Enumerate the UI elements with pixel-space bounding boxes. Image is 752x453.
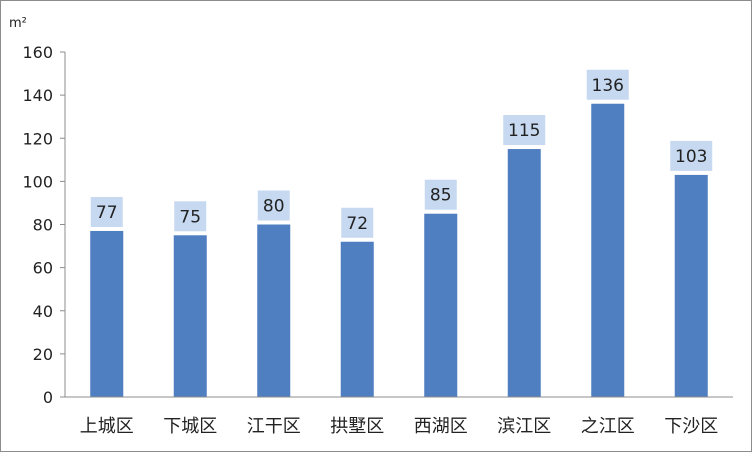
bar (340, 241, 374, 397)
y-tick-label: 40 (33, 302, 53, 321)
x-axis-categories: 上城区 下城区 江干区 拱墅区 西湖区 滨江区 之江区 下沙区 (80, 416, 719, 437)
data-label-background (424, 179, 457, 210)
bar (507, 149, 541, 397)
data-label: 115 (508, 121, 540, 141)
data-label: 80 (263, 197, 285, 217)
y-tick-label: 120 (22, 129, 53, 148)
x-category-label: 下沙区 (664, 416, 718, 437)
x-category-label: 江干区 (247, 416, 301, 437)
bar (674, 174, 708, 397)
data-labels: 77 75 80 72 85 115 136 103 (90, 69, 713, 238)
data-label-background (586, 69, 629, 100)
data-label-background (670, 140, 713, 171)
data-label: 103 (675, 147, 707, 167)
x-category-label: 拱墅区 (330, 416, 384, 437)
data-label-background (90, 196, 123, 227)
data-label-background (503, 115, 546, 146)
y-tick-label: 80 (33, 216, 53, 235)
bar (257, 224, 291, 397)
bar (173, 235, 207, 397)
bars (90, 103, 708, 397)
y-tick-label: 140 (22, 86, 53, 105)
y-tick-label: 60 (33, 259, 53, 278)
y-tick-label: 160 (22, 43, 53, 62)
data-label: 72 (346, 214, 368, 234)
y-tick-label: 100 (22, 172, 53, 191)
y-axis-ticks: 0 20 40 60 80 100 120 140 160 (22, 43, 65, 407)
data-label-background (257, 190, 290, 221)
data-label-background (174, 201, 207, 232)
x-category-label: 上城区 (80, 416, 134, 437)
bar (90, 230, 124, 397)
data-label: 136 (592, 76, 624, 96)
x-category-label: 滨江区 (497, 416, 551, 437)
y-tick-label: 20 (33, 345, 53, 364)
x-category-label: 下城区 (163, 416, 217, 437)
x-category-label: 之江区 (581, 416, 635, 437)
data-label: 77 (96, 203, 118, 223)
data-label-background (341, 207, 374, 238)
bar (424, 213, 458, 397)
data-label: 85 (430, 186, 452, 206)
bar (591, 103, 625, 397)
data-label: 75 (179, 207, 201, 227)
y-tick-label: 0 (43, 388, 53, 407)
x-category-label: 西湖区 (414, 416, 468, 437)
y-axis-unit-label: m² (9, 16, 27, 31)
